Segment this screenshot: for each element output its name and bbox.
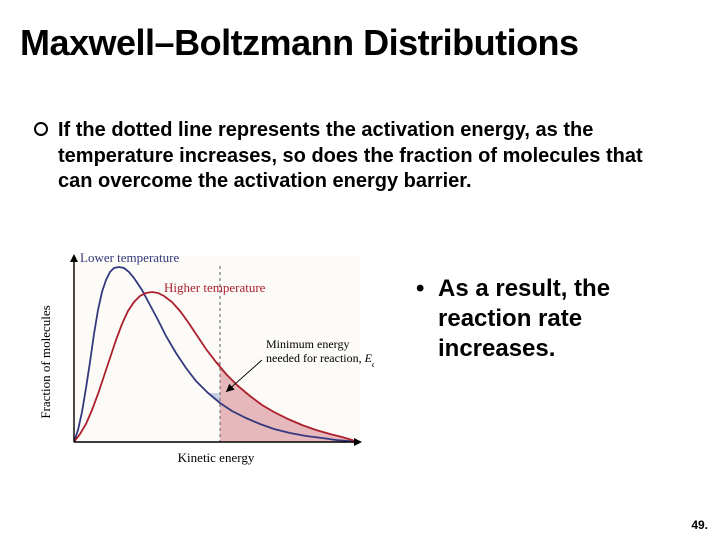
distribution-chart: Fraction of molecules Kinetic energy Low…	[34, 252, 374, 492]
ea-annotation-line2-text: needed for reaction,	[266, 351, 365, 365]
bullet-text-1: If the dotted line represents the activa…	[58, 118, 643, 195]
label-lower-temp: Lower temperature	[80, 252, 179, 265]
chart-svg: Fraction of molecules Kinetic energy Low…	[34, 252, 374, 492]
bullet-text-2: • As a result, the reaction rate increas…	[438, 274, 688, 364]
page-number: 49.	[691, 518, 708, 532]
ea-subscript: a	[372, 359, 374, 369]
page-title: Maxwell–Boltzmann Distributions	[20, 22, 579, 64]
bullet-marker-1	[34, 122, 48, 136]
label-higher-temp: Higher temperature	[164, 280, 266, 295]
y-axis-label: Fraction of molecules	[38, 305, 53, 418]
bullet2-content: As a result, the reaction rate increases…	[438, 275, 610, 362]
ea-annotation-line1: Minimum energy	[266, 337, 349, 351]
x-axis-label: Kinetic energy	[178, 450, 255, 465]
bullet-marker-2: •	[416, 274, 424, 304]
